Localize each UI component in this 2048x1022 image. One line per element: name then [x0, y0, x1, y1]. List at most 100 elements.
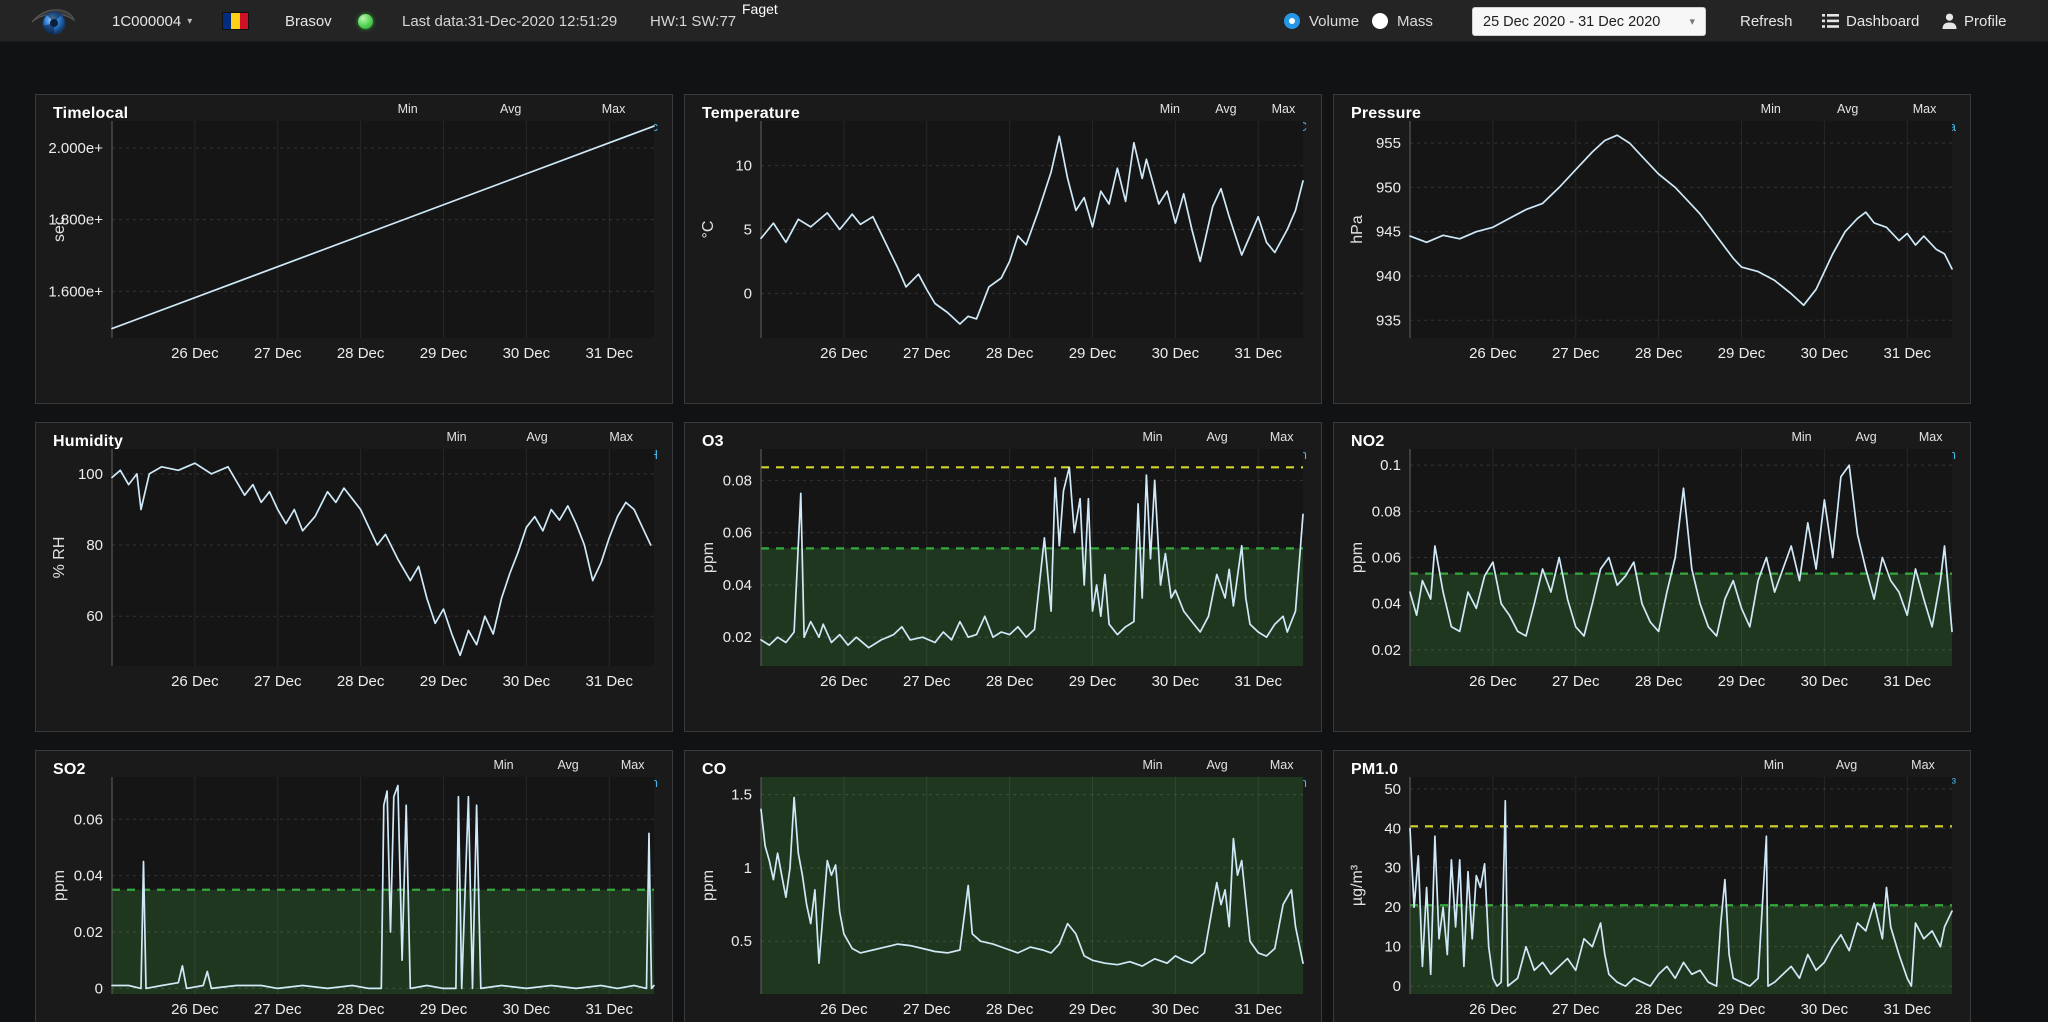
- stat-max-label: Max: [1269, 758, 1294, 772]
- chart-card-humidity: Humidity Min49.00% RH Avg85.49% RH Max10…: [35, 422, 673, 732]
- svg-text:ppm: ppm: [700, 542, 717, 573]
- svg-text:30 Dec: 30 Dec: [1801, 673, 1849, 690]
- svg-text:28 Dec: 28 Dec: [986, 673, 1034, 690]
- svg-text:% RH: % RH: [51, 537, 68, 579]
- refresh-button[interactable]: Refresh: [1740, 0, 1793, 42]
- o3-plot: 0.02 0.04 0.06 0.08 26 Dec 27 Dec 28 Dec 29 Dec…: [700, 449, 1304, 690]
- svg-text:ppm: ppm: [700, 870, 717, 901]
- pressure-plot: 935 940 945 950 955 26 Dec 27 Dec 28 Dec 29 Dec 3…: [1349, 121, 1953, 362]
- svg-text:0.06: 0.06: [1372, 550, 1401, 567]
- volume-radio-label: Volume: [1309, 12, 1360, 30]
- svg-text:0.1: 0.1: [1380, 457, 1401, 474]
- svg-text:29 Dec: 29 Dec: [420, 345, 468, 362]
- svg-text:°C: °C: [700, 221, 717, 239]
- svg-text:0.08: 0.08: [723, 472, 752, 489]
- svg-text:1.5: 1.5: [731, 787, 752, 804]
- svg-text:0.04: 0.04: [1372, 596, 1401, 613]
- svg-text:29 Dec: 29 Dec: [1718, 345, 1766, 362]
- svg-text:40: 40: [1384, 820, 1401, 837]
- status-dot-icon: [358, 13, 373, 29]
- stat-min-label: Min: [1760, 102, 1781, 116]
- city-label: Brasov: [285, 12, 332, 30]
- svg-text:20: 20: [1384, 899, 1401, 916]
- svg-text:0.02: 0.02: [723, 629, 752, 646]
- stat-min-label: Min: [1142, 430, 1163, 444]
- svg-text:29 Dec: 29 Dec: [1069, 345, 1117, 362]
- svg-text:27 Dec: 27 Dec: [903, 345, 951, 362]
- svg-text:2.000e+: 2.000e+: [48, 140, 103, 157]
- svg-text:28 Dec: 28 Dec: [1635, 673, 1683, 690]
- svg-text:0.08: 0.08: [1372, 503, 1401, 520]
- svg-text:sec: sec: [51, 217, 68, 242]
- device-selector[interactable]: 1C000004 ▾: [112, 0, 192, 42]
- svg-text:935: 935: [1376, 312, 1401, 329]
- svg-text:0.06: 0.06: [74, 811, 103, 828]
- svg-text:5: 5: [744, 222, 752, 239]
- svg-text:27 Dec: 27 Dec: [903, 1001, 951, 1018]
- svg-text:26 Dec: 26 Dec: [820, 345, 868, 362]
- svg-text:28 Dec: 28 Dec: [986, 1001, 1034, 1018]
- last-data-label: Last data:31-Dec-2020 12:51:29: [402, 12, 618, 30]
- svg-text:29 Dec: 29 Dec: [1069, 673, 1117, 690]
- svg-text:31 Dec: 31 Dec: [1234, 345, 1282, 362]
- svg-text:0: 0: [1393, 978, 1401, 995]
- volume-radio[interactable]: Volume: [1284, 0, 1359, 42]
- mass-radio[interactable]: Mass: [1372, 0, 1433, 42]
- radio-selected-icon: [1284, 13, 1300, 29]
- chart-title: Temperature: [702, 105, 800, 122]
- online-status: [358, 0, 373, 42]
- svg-text:50: 50: [1384, 781, 1401, 798]
- svg-text:26 Dec: 26 Dec: [1469, 1001, 1517, 1018]
- svg-text:30 Dec: 30 Dec: [503, 345, 551, 362]
- country-flag: [222, 0, 249, 42]
- svg-text:30 Dec: 30 Dec: [503, 1001, 551, 1018]
- profile-button[interactable]: Profile: [1942, 0, 2007, 42]
- svg-text:945: 945: [1376, 224, 1401, 241]
- svg-text:955: 955: [1376, 135, 1401, 152]
- stat-avg-label: Avg: [557, 758, 579, 772]
- svg-text:31 Dec: 31 Dec: [585, 345, 633, 362]
- stat-min-label: Min: [1142, 758, 1163, 772]
- svg-text:28 Dec: 28 Dec: [337, 345, 385, 362]
- svg-text:0.02: 0.02: [74, 924, 103, 941]
- svg-text:30 Dec: 30 Dec: [1152, 673, 1200, 690]
- svg-text:29 Dec: 29 Dec: [1718, 1001, 1766, 1018]
- svg-text:27 Dec: 27 Dec: [254, 673, 302, 690]
- svg-text:27 Dec: 27 Dec: [903, 673, 951, 690]
- dashboard-button[interactable]: Dashboard: [1822, 0, 1919, 42]
- svg-text:80: 80: [86, 537, 103, 554]
- chart-title: Timelocal: [53, 105, 129, 122]
- device-id: 1C000004: [112, 12, 182, 30]
- svg-text:1.600e+: 1.600e+: [48, 283, 103, 300]
- stat-max-label: Max: [609, 430, 633, 444]
- svg-text:28 Dec: 28 Dec: [1635, 1001, 1683, 1018]
- stat-avg-label: Avg: [526, 430, 548, 444]
- svg-text:ppm: ppm: [51, 870, 68, 901]
- co-plot: 0.5 1 1.5 26 Dec 27 Dec 28 Dec 29 Dec 30 Dec 31 …: [700, 777, 1304, 1018]
- svg-text:26 Dec: 26 Dec: [1469, 673, 1517, 690]
- stat-min-label: Min: [1763, 758, 1784, 772]
- stat-min-label: Min: [446, 430, 467, 444]
- svg-text:27 Dec: 27 Dec: [254, 1001, 302, 1018]
- so2-plot: 0 0.02 0.04 0.06 26 Dec 27 Dec 28 Dec 29 Dec 30 …: [51, 777, 655, 1018]
- dashboard-label: Dashboard: [1846, 12, 1920, 30]
- stat-min-label: Min: [1159, 102, 1180, 116]
- no2-plot: 0.02 0.04 0.06 0.08 0.1 26 Dec 27 Dec 28 Dec 29 …: [1349, 449, 1953, 690]
- stat-avg-label: Avg: [1835, 758, 1858, 772]
- stat-max-label: Max: [1269, 430, 1294, 444]
- svg-text:31 Dec: 31 Dec: [585, 1001, 633, 1018]
- date-range-picker[interactable]: 25 Dec 2020 - 31 Dec 2020 ▾: [1472, 7, 1706, 36]
- svg-text:30 Dec: 30 Dec: [503, 673, 551, 690]
- stat-max-label: Max: [1912, 102, 1937, 116]
- svg-text:µg/m³: µg/m³: [1349, 864, 1366, 906]
- top-navbar: 1C000004 ▾ Brasov Last data:31-Dec-2020 …: [0, 0, 2048, 42]
- svg-text:0.06: 0.06: [723, 525, 752, 542]
- svg-text:26 Dec: 26 Dec: [820, 673, 868, 690]
- temperature-plot: 0 5 10 26 Dec 27 Dec 28 Dec 29 Dec 30 Dec 31 Dec…: [700, 121, 1304, 362]
- svg-text:27 Dec: 27 Dec: [1552, 345, 1600, 362]
- stat-avg-label: Avg: [1206, 758, 1228, 772]
- chart-title: PM1.0: [1351, 761, 1399, 778]
